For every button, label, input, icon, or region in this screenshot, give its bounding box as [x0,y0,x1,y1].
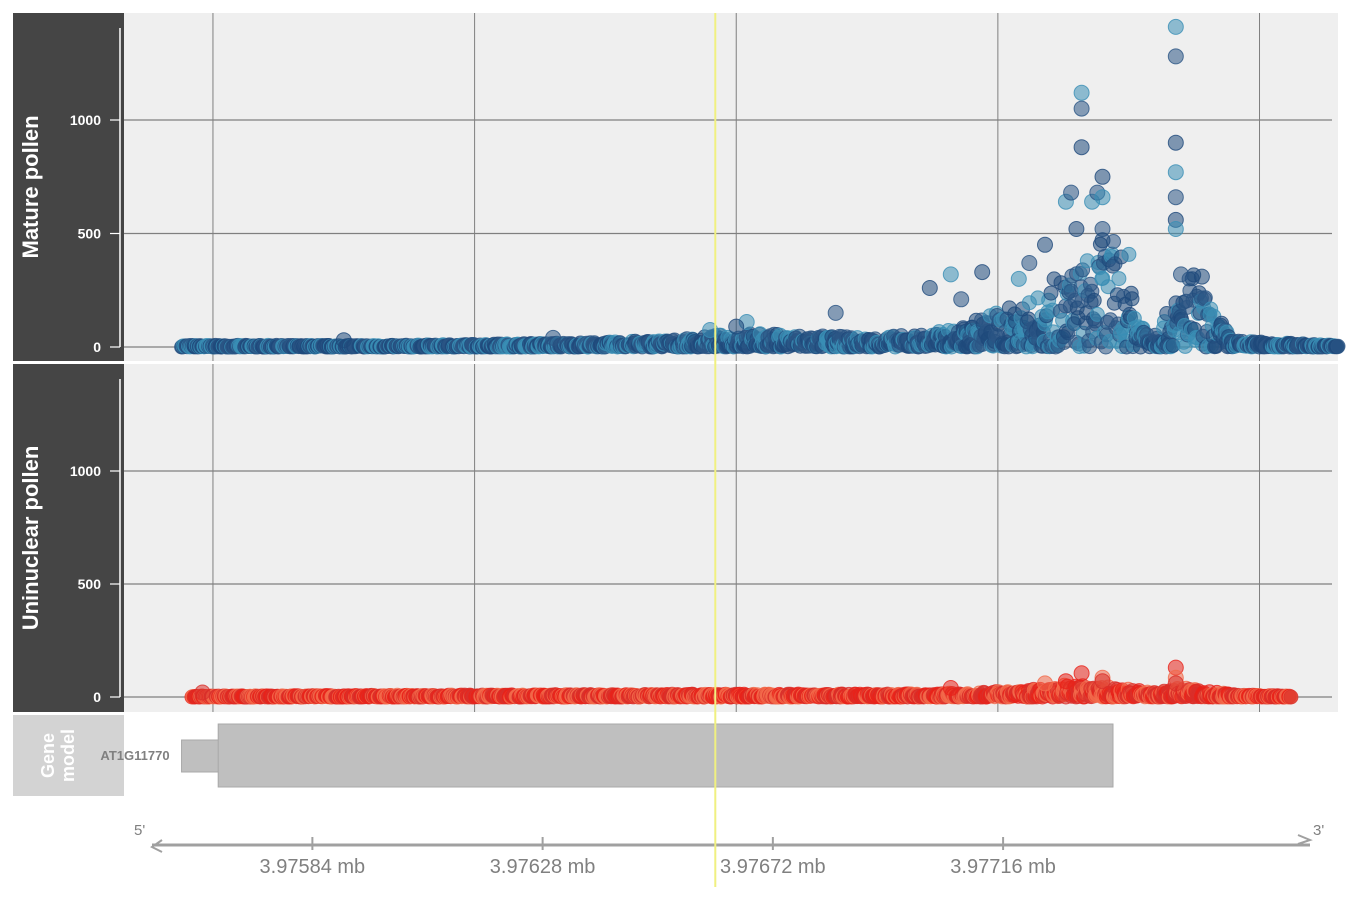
gene-model-strip [13,715,124,796]
gene-model-track-label: Genemodel [38,729,78,782]
data-point [1167,675,1184,692]
data-point [1193,268,1210,285]
panel-background [124,13,1338,361]
data-point [335,332,352,349]
data-points [174,18,1346,705]
y-tick-label: 500 [78,576,102,592]
x-tick-label: 3.97716 mb [950,856,1056,878]
series-uninuclear-pollen [184,659,1299,705]
data-point [1043,285,1059,301]
x-tick-label: 3.97628 mb [490,856,596,878]
series-mature-pollen [174,18,1346,355]
data-point [1021,255,1038,271]
panel-strips: 0 500 1000 Mature pollen 0 500 1000 Uninuclear … [13,13,124,712]
data-point [1089,306,1105,322]
data-point [1167,48,1184,65]
data-point [194,684,211,701]
data-point [1073,84,1090,101]
data-point [1124,291,1140,307]
axis-arrow-right [1297,834,1313,845]
data-point [1167,221,1184,237]
data-point [728,318,745,335]
data-point [974,264,991,281]
data-point [1094,673,1111,690]
data-point [1094,168,1111,185]
gene-cds-box [217,723,1114,788]
gene-utr-box [181,739,221,773]
y-tick-label: 500 [78,226,102,242]
data-point [953,291,970,308]
data-point [545,329,562,346]
x-tick-label: 3.97672 mb [720,856,826,878]
data-point [1094,232,1111,249]
data-point [1121,246,1137,262]
data-point [921,280,938,296]
data-point [1173,266,1189,283]
data-point [1167,189,1184,206]
data-point [1086,292,1102,308]
data-point [1068,221,1085,237]
data-point [1057,673,1074,690]
y-tick-label: 1000 [70,463,101,479]
data-point [1167,18,1184,35]
data-point [1330,338,1346,354]
panel-strip [13,364,124,712]
panel-label-mature-pollen: Mature pollen [18,115,43,258]
data-point [1094,189,1111,206]
data-point [1283,689,1299,705]
data-point [1010,270,1027,287]
y-tick-label: 0 [93,339,101,355]
data-point [1167,134,1184,151]
y-tick-label: 0 [93,689,101,705]
data-point [1167,164,1184,181]
panel-strip [13,13,124,361]
data-point [1037,675,1053,692]
axis-arrow-left [150,839,163,853]
x-tick-label: 3.97584 mb [260,856,366,878]
data-point [1073,665,1090,682]
y-tick-label: 1000 [70,112,101,128]
data-point [827,304,844,321]
data-point [1037,236,1053,253]
data-point [1063,184,1080,201]
panel-label-uninuclear-pollen: Uninuclear pollen [18,446,43,631]
panel-background [124,364,1338,712]
data-point [1111,271,1127,287]
data-point [942,266,959,283]
data-point [1073,100,1090,117]
data-point [702,322,719,338]
strand-start-label: 5' [134,822,145,839]
gene-model-track: Genemodel AT1G11770 [13,715,1114,796]
data-point [1073,139,1090,156]
strand-end-label: 3' [1313,822,1324,839]
gene-name-label: AT1G11770 [100,748,169,763]
genomic-axis: 5' 3' 3.97584 mb 3.97628 mb 3.97672 mb 3.97… [134,822,1324,878]
data-point [942,680,959,696]
panel-backgrounds [124,13,1338,712]
